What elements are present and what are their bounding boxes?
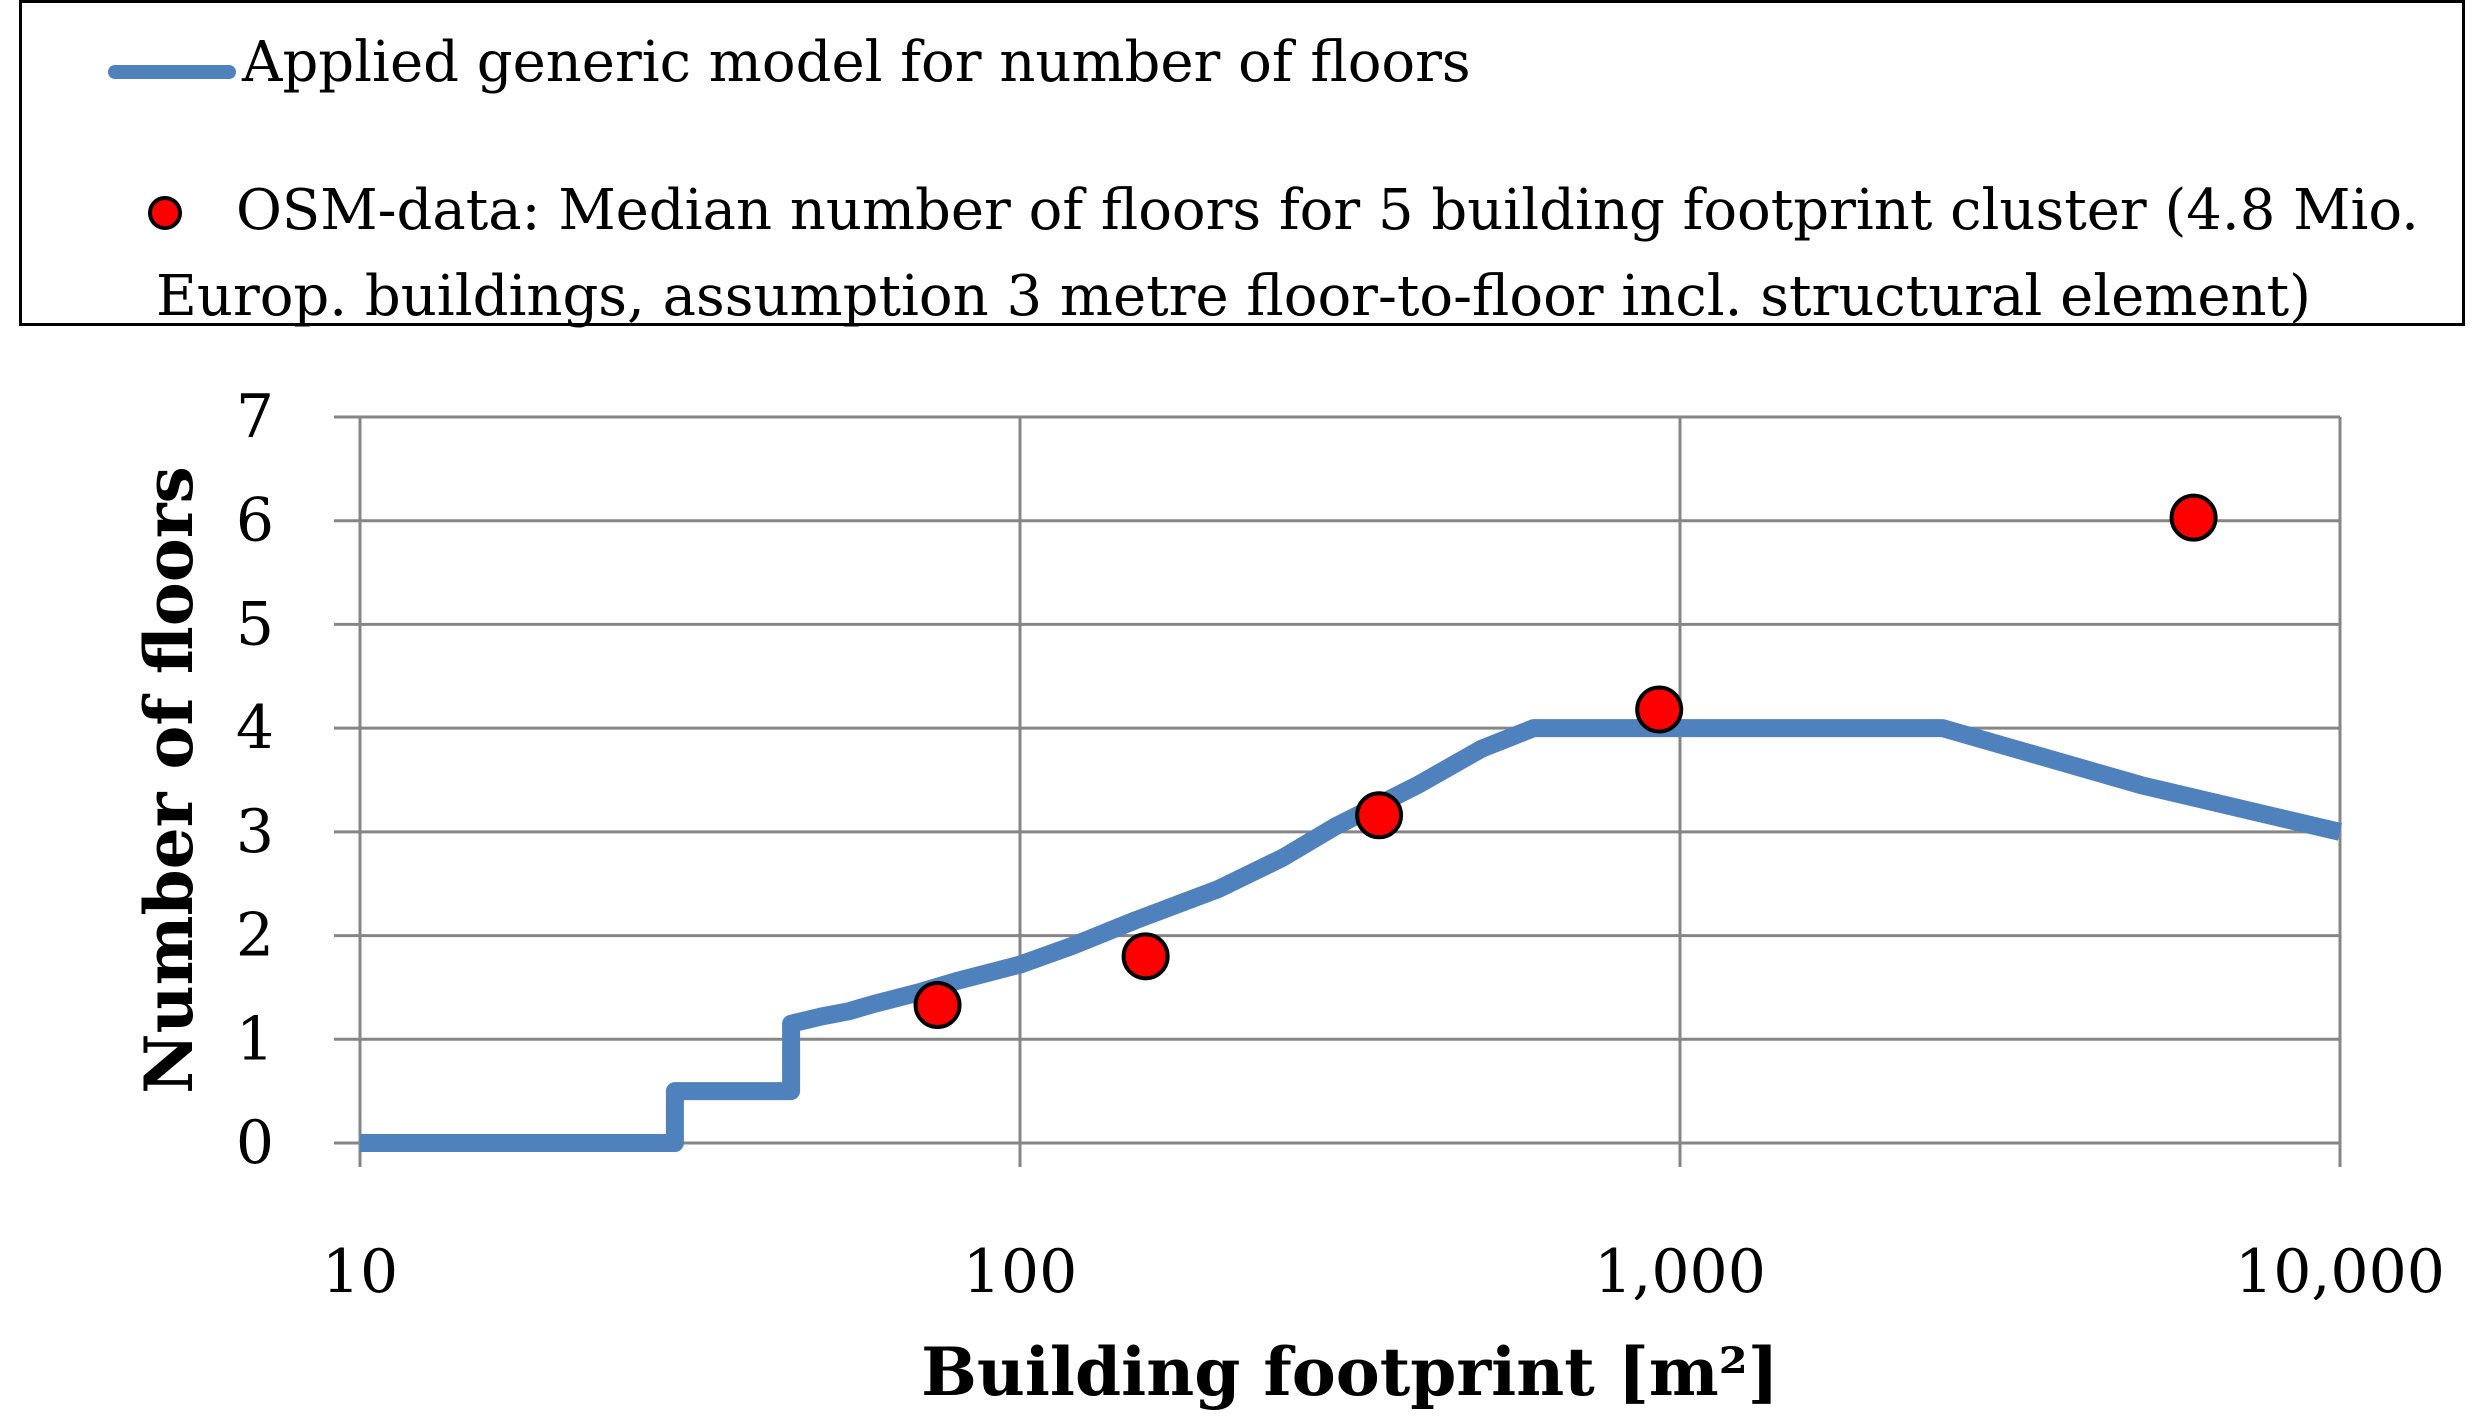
x-axis-title: Building footprint [m²] <box>921 1333 1779 1411</box>
legend-label-model: Applied generic model for number of floo… <box>242 30 1471 95</box>
osm-data-point <box>1121 932 1170 981</box>
model-line <box>360 719 2343 1152</box>
y-tick-label: 3 <box>236 797 274 867</box>
osm-data-point <box>913 981 962 1030</box>
legend-item-model: Applied generic model for number of floo… <box>108 20 1471 106</box>
y-tick-label: 7 <box>236 382 274 452</box>
legend-label-osm-line2: Europ. buildings, assumption 3 metre flo… <box>156 264 2311 329</box>
x-tick-label: 1,000 <box>1594 1237 1766 1307</box>
legend-item-osm: OSM-data: Median number of floors for 5 … <box>148 168 2419 340</box>
legend-dot-swatch <box>148 196 182 230</box>
x-tick-labels: 10 100 1,000 10,000 <box>322 1237 2445 1307</box>
y-tick-label: 4 <box>236 693 274 763</box>
legend-label-osm: OSM-data: Median number of floors for 5 … <box>156 168 2419 340</box>
x-tick-label: 10 <box>322 1237 398 1307</box>
y-tick-label: 5 <box>236 589 274 659</box>
series-points-group <box>913 493 2218 1030</box>
chart-legend: Applied generic model for number of floo… <box>19 0 2465 329</box>
x-tick-label: 100 <box>963 1237 1078 1307</box>
y-tick-label: 1 <box>236 1004 274 1074</box>
series-line-group <box>360 719 2343 1152</box>
y-tick-labels: 0 1 2 3 4 5 6 7 <box>236 382 274 1178</box>
y-tick-label: 0 <box>236 1108 274 1178</box>
y-axis-title: Number of floors <box>130 466 208 1093</box>
legend-line-swatch <box>108 65 236 79</box>
osm-data-point <box>1355 791 1404 840</box>
grid-lines <box>334 415 2342 1167</box>
osm-data-point <box>2169 493 2218 542</box>
osm-data-point <box>1635 685 1684 734</box>
y-tick-label: 6 <box>236 486 274 556</box>
y-tick-label: 2 <box>236 901 274 971</box>
x-tick-label: 10,000 <box>2235 1237 2445 1307</box>
legend-label-osm-line1: OSM-data: Median number of floors for 5 … <box>236 178 2419 243</box>
